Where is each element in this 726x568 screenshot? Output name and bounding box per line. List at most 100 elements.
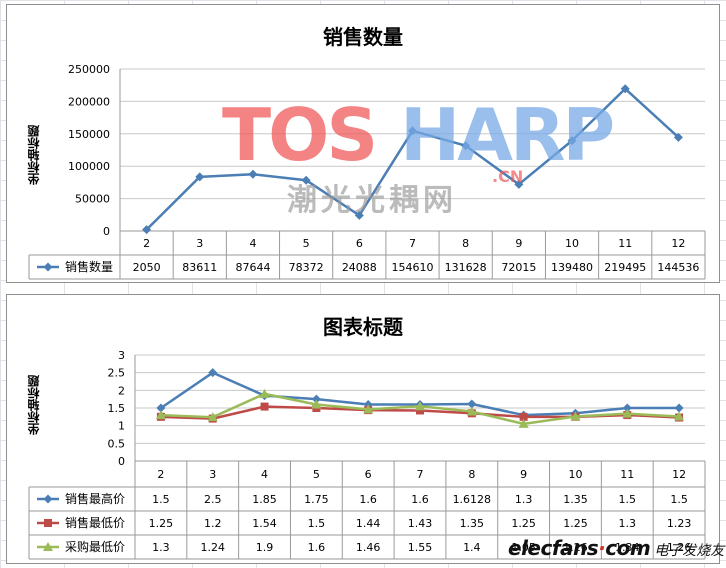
data-label: 1.43 <box>408 517 433 530</box>
x-tick-label: 10 <box>565 237 579 250</box>
elecfans-brand: elecfans·com <box>508 536 651 560</box>
data-point <box>260 402 269 411</box>
x-tick-label: 11 <box>618 237 632 250</box>
data-point <box>301 175 311 185</box>
data-label: 1.6 <box>411 493 429 506</box>
data-label: 1.5 <box>152 493 170 506</box>
data-label: 72015 <box>501 261 536 274</box>
x-tick-label: 8 <box>468 468 475 481</box>
data-label: 1.24 <box>200 541 225 554</box>
data-point <box>622 408 633 418</box>
data-label: 1.6 <box>308 541 326 554</box>
data-label: 1.2 <box>204 517 222 530</box>
price-chart[interactable]: 图表标题 坐标轴标题 0 0.5 1 1.5 2 2.5 3 2 3 4 5 6 7 8 9 10 11 12 销售… <box>6 294 720 564</box>
x-tick-label: 2 <box>143 237 150 250</box>
y-tick-label: 3 <box>118 349 125 362</box>
x-tick-label: 10 <box>568 468 582 481</box>
data-label: 1.26 <box>563 541 588 554</box>
data-point <box>620 84 630 94</box>
x-tick-label: 6 <box>356 237 363 250</box>
legend-marker <box>43 494 53 504</box>
x-tick-label: 4 <box>249 237 256 250</box>
data-label: 1.25 <box>149 517 174 530</box>
data-label: 1.85 <box>252 493 277 506</box>
data-label: 1.25 <box>563 517 588 530</box>
elecfans-cn-name: 电子发烧友 <box>654 543 725 559</box>
legend-marker <box>43 542 53 551</box>
y-tick-label: 50000 <box>75 193 110 206</box>
data-point <box>195 172 205 182</box>
y-tick-label: 200000 <box>68 95 110 108</box>
data-label: 1.23 <box>667 517 692 530</box>
x-tick-label: 8 <box>462 237 469 250</box>
x-tick-label: 2 <box>157 468 164 481</box>
data-point <box>311 394 321 404</box>
series-line <box>145 87 680 231</box>
data-label: 1.3 <box>619 517 637 530</box>
data-point <box>467 399 477 409</box>
y-tick-label: 100000 <box>68 160 110 173</box>
y-tick-label: 2 <box>118 384 125 397</box>
data-point <box>208 368 218 378</box>
data-label: 1.9 <box>256 541 274 554</box>
data-label: 131628 <box>445 261 487 274</box>
data-label: 1.5 <box>619 493 637 506</box>
data-label: 1.3 <box>152 541 170 554</box>
data-label: 78372 <box>289 261 324 274</box>
chart-title: 销售数量 <box>323 25 403 49</box>
data-point <box>156 403 166 413</box>
data-label: 1.54 <box>252 517 277 530</box>
sales-quantity-chart[interactable]: 销售数量 坐标轴标题 0 50000 100000 150000 200000 25000… <box>6 4 720 283</box>
x-tick-label: 11 <box>620 468 634 481</box>
data-label: 2050 <box>133 261 161 274</box>
data-point <box>142 225 152 235</box>
data-point <box>514 179 524 189</box>
data-label: 1.6 <box>359 493 377 506</box>
data-point <box>461 141 471 151</box>
data-point <box>259 388 270 398</box>
data-label: 1.6128 <box>453 493 492 506</box>
x-tick-label: 9 <box>515 237 522 250</box>
data-label: 1.4 <box>463 541 481 554</box>
x-tick-label: 5 <box>313 468 320 481</box>
data-point <box>673 132 683 142</box>
y-tick-label: 1.5 <box>108 402 126 415</box>
data-label: 1.5 <box>308 517 326 530</box>
data-label: 1.3 <box>515 493 533 506</box>
chart-plot: 0 50000 100000 150000 200000 250000 2 3 4 5 6 7 8 9 10… <box>28 63 706 280</box>
data-label: 1.26 <box>667 541 692 554</box>
x-tick-label: 7 <box>417 468 424 481</box>
elecfans-logo: elecfans·com 电子发烧友 <box>508 536 724 560</box>
legend-marker <box>44 519 52 527</box>
data-label: 144536 <box>657 261 699 274</box>
data-label: 1.34 <box>615 541 640 554</box>
data-point <box>311 399 322 409</box>
chart-plot: 0 0.5 1 1.5 2 2.5 3 2 3 4 5 6 7 8 9 10 11 12 销售最高价 1.5 2.5 1.… <box>28 349 706 560</box>
data-label: 1.35 <box>460 517 485 530</box>
data-label: 1.44 <box>356 517 381 530</box>
data-label: 139480 <box>551 261 593 274</box>
data-label: 1.05 <box>511 541 536 554</box>
x-tick-label: 12 <box>672 468 686 481</box>
y-tick-label: 0 <box>118 455 125 468</box>
legend-label: 采购最低价 <box>65 539 125 554</box>
y-tick-label: 150000 <box>68 128 110 141</box>
y-tick-label: 1 <box>118 420 125 433</box>
data-label: 219495 <box>604 261 646 274</box>
data-point <box>363 404 374 414</box>
data-point <box>622 403 632 413</box>
data-point <box>674 403 684 413</box>
data-label: 1.35 <box>563 493 588 506</box>
data-point <box>466 406 477 416</box>
legend-marker <box>43 262 53 272</box>
x-tick-label: 5 <box>303 237 310 250</box>
data-point <box>207 412 218 422</box>
data-label: 1.55 <box>408 541 433 554</box>
data-point <box>519 412 528 421</box>
legend-label: 销售最低价 <box>65 515 125 530</box>
x-tick-label: 9 <box>520 468 527 481</box>
x-tick-label: 4 <box>261 468 268 481</box>
y-tick-label: 2.5 <box>108 367 126 380</box>
data-point <box>415 401 425 411</box>
data-label: 83611 <box>182 261 217 274</box>
